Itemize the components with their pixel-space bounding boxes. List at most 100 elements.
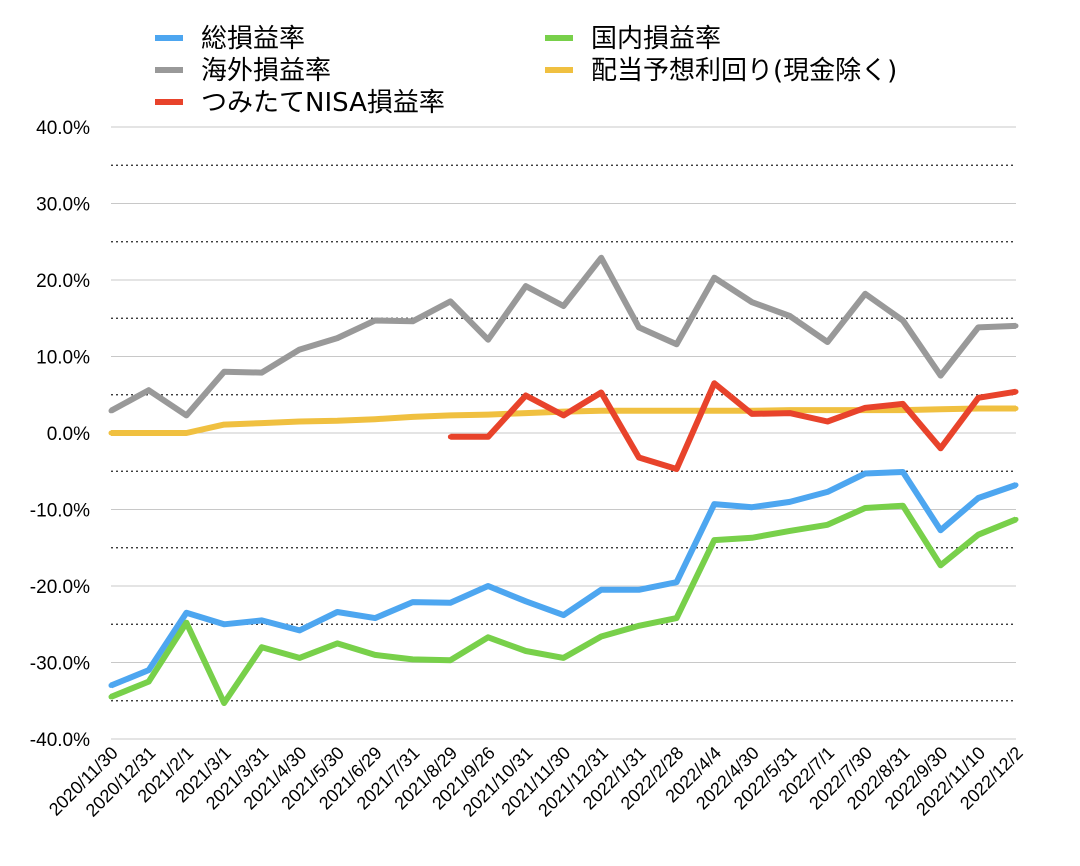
data-point (221, 369, 227, 375)
x-axis: 2020/11/302020/12/312021/2/12021/3/12021… (45, 743, 1027, 821)
data-point (711, 380, 717, 386)
data-point (900, 469, 906, 475)
data-point (862, 405, 868, 411)
data-point (221, 700, 227, 706)
y-tick-label: 10.0% (36, 348, 90, 369)
data-point (485, 434, 491, 440)
data-point (598, 587, 604, 593)
data-point (334, 609, 340, 615)
data-point (485, 634, 491, 640)
data-point (297, 627, 303, 633)
data-point (598, 389, 604, 395)
data-point (334, 418, 340, 424)
grid-lines (111, 126, 1016, 740)
data-point (183, 430, 189, 436)
series-lines (108, 254, 1019, 706)
data-point (183, 412, 189, 418)
legend-label: 海外損益率 (201, 56, 331, 86)
data-point (674, 579, 680, 585)
data-point (410, 318, 416, 324)
data-point (485, 337, 491, 343)
data-point (259, 370, 265, 376)
y-tick-label: -30.0% (30, 654, 90, 675)
data-point (787, 528, 793, 534)
data-point (711, 408, 717, 414)
data-point (598, 408, 604, 414)
legend-item: 海外損益率 (155, 56, 331, 86)
legend-item: 国内損益率 (545, 24, 721, 54)
data-point (674, 408, 680, 414)
legend-label: つみたてNISA損益率 (201, 88, 445, 118)
data-point (1013, 389, 1019, 395)
data-point (674, 466, 680, 472)
data-point (636, 587, 642, 593)
data-point (975, 495, 981, 501)
data-point (297, 655, 303, 661)
data-point (183, 620, 189, 626)
series-line (109, 469, 1017, 689)
data-point (447, 657, 453, 663)
data-point (334, 335, 340, 341)
data-point (711, 275, 717, 281)
data-point (938, 373, 944, 379)
series-line (109, 254, 1017, 419)
data-point (975, 532, 981, 538)
data-point (938, 562, 944, 568)
data-point (297, 419, 303, 425)
data-point (975, 406, 981, 412)
data-point (749, 504, 755, 510)
data-point (334, 640, 340, 646)
data-point (523, 598, 529, 604)
data-point (749, 535, 755, 541)
data-point (146, 679, 152, 685)
data-point (221, 422, 227, 428)
data-point (636, 408, 642, 414)
data-point (900, 503, 906, 509)
data-point (410, 599, 416, 605)
data-point (372, 318, 378, 324)
data-point (297, 347, 303, 353)
data-point (221, 621, 227, 627)
legend-item: 総損益率 (155, 24, 305, 54)
data-point (787, 410, 793, 416)
data-point (183, 610, 189, 616)
data-point (598, 633, 604, 639)
data-point (862, 505, 868, 511)
data-point (636, 623, 642, 629)
legend-label: 国内損益率 (591, 24, 721, 54)
data-point (410, 656, 416, 662)
data-point (146, 387, 152, 393)
y-tick-label: 0.0% (47, 424, 90, 445)
y-tick-label: 30.0% (36, 195, 90, 216)
data-point (485, 412, 491, 418)
data-point (561, 303, 566, 309)
data-point (146, 667, 152, 673)
data-point (824, 522, 830, 528)
data-point (975, 395, 981, 401)
y-tick-label: -20.0% (30, 577, 90, 598)
data-point (1013, 406, 1019, 412)
data-point (485, 583, 491, 589)
data-point (108, 430, 114, 436)
data-point (561, 612, 566, 618)
y-tick-label: 20.0% (36, 271, 90, 292)
data-point (523, 648, 529, 654)
series-line (109, 502, 1018, 706)
data-point (146, 430, 152, 436)
data-point (259, 617, 265, 623)
data-point (372, 416, 378, 422)
data-point (674, 615, 680, 621)
data-point (447, 434, 453, 440)
data-point (447, 298, 453, 304)
data-point (938, 527, 944, 533)
data-point (862, 471, 868, 477)
y-tick-label: -10.0% (30, 501, 90, 522)
data-point (975, 324, 981, 330)
y-tick-label: -40.0% (30, 730, 90, 751)
data-point (561, 655, 566, 661)
data-point (1013, 516, 1019, 522)
data-point (259, 644, 265, 650)
data-point (108, 694, 114, 700)
